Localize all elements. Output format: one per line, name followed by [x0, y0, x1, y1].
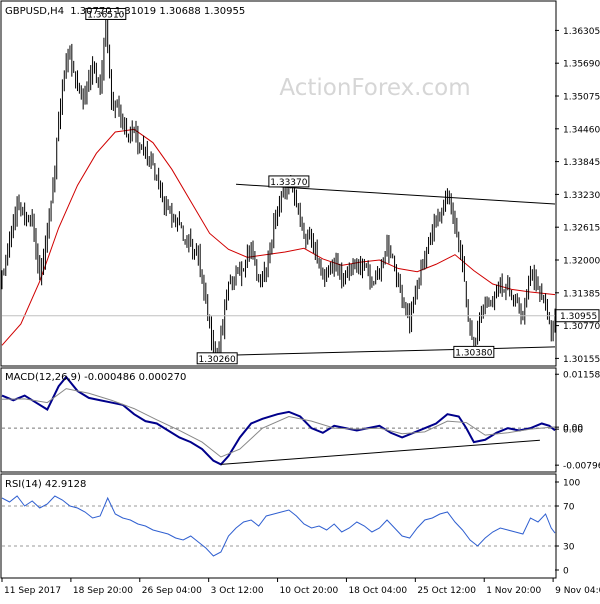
macd-axis: 0.0115880.000.00-0.007961: [555, 371, 600, 472]
price-tick-label: 1.32615: [563, 224, 600, 234]
moving-average-line: [1, 128, 556, 346]
last-price-label: 1.30955: [560, 312, 597, 322]
rsi-tick-label: 100: [563, 479, 580, 489]
annotation-label: 1.36510: [87, 10, 124, 20]
moving-average: [1, 128, 556, 346]
price-annotations: 1.36510 1.33370 1.30260 1.30380: [85, 7, 495, 365]
macd-tick-label: 0.011588: [563, 371, 600, 381]
annotation-label: 1.30380: [455, 348, 492, 358]
rsi-lines: [1, 495, 556, 557]
macd-lines: [1, 375, 556, 466]
time-axis: 11 Sep 2017 18 Sep 20:00 26 Sep 04:00 3 Oct…: [1, 578, 600, 596]
annotation-box: [268, 175, 310, 188]
time-tick-label: 18 Sep 20:00: [73, 586, 133, 596]
trendlines: [217, 183, 556, 356]
macd-series-macd: [1, 375, 556, 466]
macd-panel-frame: [0, 367, 557, 473]
macd-series-signal: [1, 388, 556, 458]
watermark: ActionForex.com: [279, 75, 470, 101]
price-tick-label: 1.34460: [563, 125, 600, 135]
last-price: 1.30955: [2, 309, 600, 323]
annotation-box: [85, 7, 127, 20]
annotation-box: [196, 352, 238, 365]
price-tick-label: 1.30155: [563, 355, 600, 365]
macd-trendline: [220, 439, 540, 465]
time-tick-label: 18 Oct 04:00: [348, 586, 407, 596]
rsi-panel-frame: [0, 473, 557, 579]
last-price-box: [555, 309, 600, 323]
rsi-tick-label: 0: [563, 567, 569, 577]
time-tick-label: 26 Sep 04:00: [142, 586, 202, 596]
annotation-label: 1.33370: [270, 178, 307, 188]
rsi-tick-label: 70: [563, 503, 575, 513]
price-tick-label: 1.35075: [563, 93, 600, 103]
annotation-label: 1.30260: [199, 355, 236, 365]
macd-tick-label: 0.00: [563, 426, 583, 436]
price-panel-title: GBPUSD,H4 1.30770 1.31019 1.30688 1.3095…: [5, 6, 245, 17]
time-tick-label: 10 Oct 20:00: [280, 586, 339, 596]
rsi-series-line: [1, 495, 556, 557]
time-tick-label: 25 Oct 12:00: [417, 586, 476, 596]
time-tick-label: 9 Nov 04:00: [555, 586, 600, 596]
price-tick-label: 1.30770: [563, 322, 600, 332]
macd-tick-label: -0.007961: [563, 462, 600, 472]
price-tick-label: 1.35690: [563, 60, 600, 70]
time-tick-label: 3 Oct 12:00: [211, 586, 264, 596]
macd-title: MACD(12,26,9) -0.000486 0.000270: [5, 372, 186, 383]
trendline-lower: [217, 346, 556, 356]
rsi-tick-label: 30: [563, 543, 575, 553]
annotation-box: [453, 345, 495, 358]
trendline-upper: [236, 183, 556, 205]
rsi-title: RSI(14) 42.9128: [5, 479, 86, 490]
candles: [1, 12, 556, 361]
price-axis: 1.36305 1.35690 1.35075 1.34460 1.33845 1.332…: [555, 27, 600, 365]
price-tick-label: 1.36305: [563, 27, 600, 37]
time-tick-label: 1 Nov 20:00: [486, 586, 541, 596]
price-tick-label: 1.32000: [563, 257, 600, 267]
price-panel-frame: [0, 0, 557, 367]
price-tick-label: 1.31385: [563, 289, 600, 299]
rsi-axis: 100 70 30 0: [555, 479, 580, 577]
rsi-grid: [2, 505, 555, 547]
price-tick-label: 1.33230: [563, 191, 600, 201]
macd-tick-label: 0.00: [563, 424, 583, 434]
time-tick-label: 11 Sep 2017: [4, 586, 61, 596]
price-tick-label: 1.33845: [563, 158, 600, 168]
